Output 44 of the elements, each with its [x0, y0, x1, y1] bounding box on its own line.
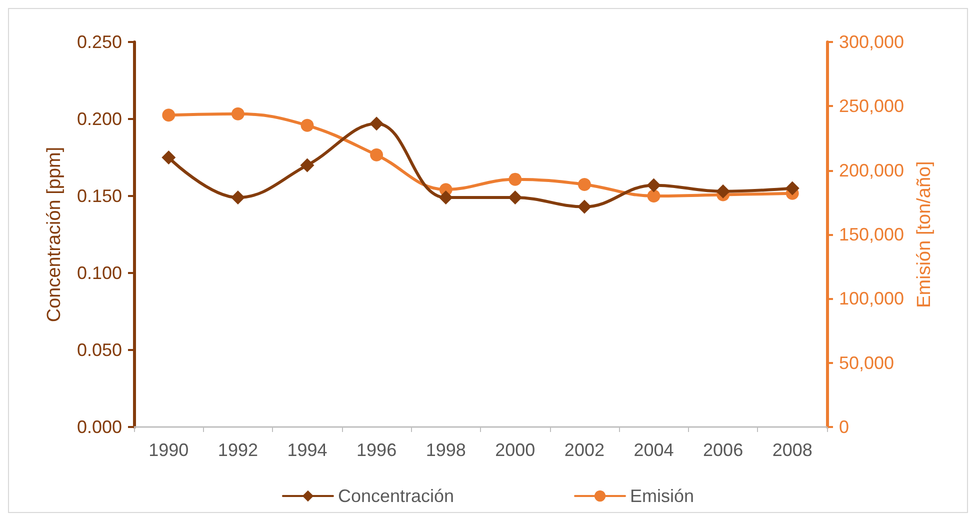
legend-label: Concentración	[338, 486, 454, 506]
x-tick-label: 2000	[495, 440, 536, 460]
point	[300, 158, 314, 172]
y2-tick-label: 100,000	[839, 288, 904, 309]
x-tick-label: 1992	[218, 440, 258, 460]
point	[646, 178, 661, 192]
x-tick-label: 2008	[772, 440, 812, 460]
x-tick-label: 1990	[148, 440, 189, 460]
point	[508, 172, 522, 186]
x-tick-label: 2004	[634, 440, 674, 460]
y-tick-label: 0.050	[76, 340, 122, 360]
x-tick-label: 1994	[287, 440, 328, 460]
point	[300, 118, 314, 132]
y-tick-label: 0.250	[76, 32, 122, 52]
point	[508, 190, 522, 205]
x-tick-label: 1998	[426, 440, 466, 460]
point	[577, 200, 592, 214]
x-tick-label: 2006	[703, 440, 744, 460]
y-tick-label: 0.000	[76, 417, 122, 437]
y2-tick-label: 0	[839, 417, 850, 437]
legend-label: Emisión	[630, 486, 694, 506]
y2-tick-label: 200,000	[839, 160, 904, 180]
x-tick-label: 2002	[564, 440, 604, 460]
y2-axis-title: Emisión [ton/año]	[914, 161, 935, 308]
y2-tick-label: 300,000	[839, 32, 904, 52]
y2-tick-label: 50,000	[839, 352, 894, 373]
point	[647, 190, 660, 202]
point	[370, 148, 384, 162]
point	[162, 150, 176, 164]
point	[578, 178, 591, 191]
y2-tick-label: 150,000	[839, 224, 904, 244]
point	[785, 181, 800, 196]
point	[370, 116, 384, 131]
y-tick-label: 0.100	[76, 263, 122, 283]
y-tick-label: 0.200	[76, 109, 122, 129]
x-tick-label: 1996	[356, 440, 397, 460]
point	[438, 190, 453, 205]
point	[230, 190, 245, 205]
point	[716, 184, 730, 198]
y-axis-title: Concentración [ppm]	[44, 146, 65, 322]
point	[231, 107, 244, 120]
y2-tick-label: 250,000	[839, 96, 904, 116]
point	[162, 108, 176, 122]
y-tick-label: 0.150	[76, 186, 122, 206]
